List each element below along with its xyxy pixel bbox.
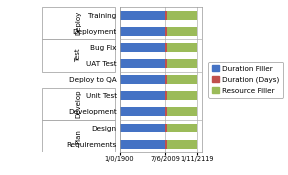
Legend: Duration Filler, Duration (Days), Resource Filler: Duration Filler, Duration (Days), Resour…: [209, 62, 283, 97]
Bar: [120, 124, 166, 132]
FancyBboxPatch shape: [41, 39, 115, 72]
Bar: [166, 107, 197, 116]
Bar: [120, 107, 166, 116]
Text: Plan: Plan: [75, 129, 82, 144]
Bar: [120, 11, 166, 19]
Bar: [166, 75, 197, 84]
Bar: [120, 75, 166, 84]
Bar: [166, 43, 197, 52]
Text: Test: Test: [75, 49, 82, 62]
FancyBboxPatch shape: [41, 88, 115, 120]
Bar: [166, 140, 197, 149]
Bar: [166, 11, 197, 19]
Bar: [166, 124, 197, 132]
Bar: [120, 27, 166, 36]
Bar: [120, 140, 166, 149]
Bar: [120, 91, 166, 100]
Bar: [120, 59, 166, 68]
Bar: [120, 43, 166, 52]
Text: Develop: Develop: [75, 90, 82, 118]
FancyBboxPatch shape: [41, 120, 115, 152]
Bar: [166, 27, 197, 36]
Bar: [166, 91, 197, 100]
Text: Deploy: Deploy: [75, 11, 82, 35]
Bar: [166, 59, 197, 68]
FancyBboxPatch shape: [41, 7, 115, 39]
